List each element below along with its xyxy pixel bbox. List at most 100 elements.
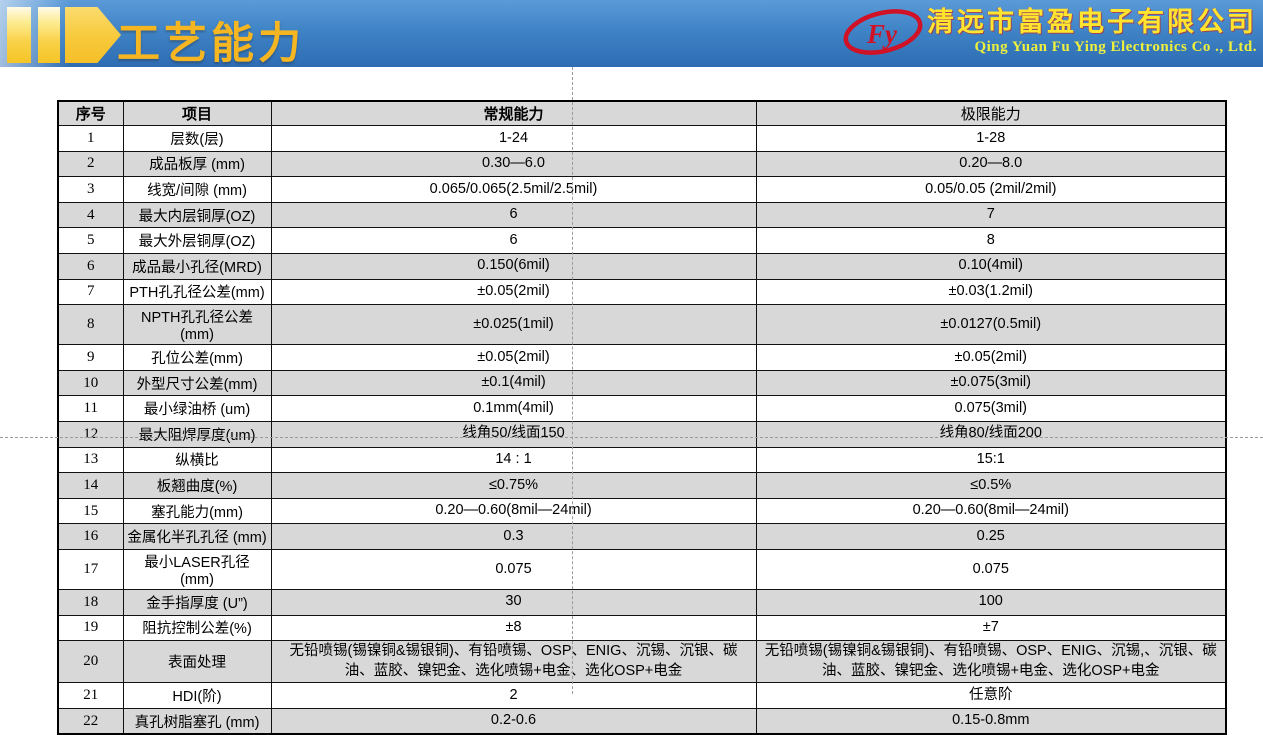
row-number-cell: 2 xyxy=(57,150,124,178)
row-number-cell: 7 xyxy=(57,278,124,306)
item-name-cell: 最小LASER孔径 (mm) xyxy=(122,548,272,590)
header-col-item: 项目 xyxy=(122,100,272,126)
limit-value-cell: 0.05/0.05 (2mil/2mil) xyxy=(755,176,1227,203)
standard-value-cell: 0.075 xyxy=(270,548,757,590)
standard-value-cell: 0.30—6.0 xyxy=(270,150,757,178)
item-name-cell: 线宽/间隙 (mm) xyxy=(122,176,272,203)
table-row: 15 塞孔能力(mm) 0.20—0.60(8mil—24mil) 0.20—0.60… xyxy=(57,497,1227,525)
limit-value-cell: ≤0.5% xyxy=(755,472,1227,499)
limit-value-cell: 无铅喷锡(锡镍铜&锡银铜)、有铅喷锡、OSP、ENIG、沉锡,、沉银、碳油、蓝胶… xyxy=(755,640,1227,684)
standard-value-cell: 0.065/0.065(2.5mil/2.5mil) xyxy=(270,176,757,203)
row-number-cell: 1 xyxy=(57,125,124,152)
item-name-cell: 塞孔能力(mm) xyxy=(122,497,272,525)
item-name-cell: 层数(层) xyxy=(122,125,272,152)
limit-value-cell: 7 xyxy=(755,201,1227,229)
table-row: 11 最小绿油桥 (um) 0.1mm(4mil) 0.075(3mil) xyxy=(57,395,1227,422)
table-row: 19 阻抗控制公差(%) ±8 ±7 xyxy=(57,614,1227,642)
item-name-cell: 阻抗控制公差(%) xyxy=(122,614,272,642)
standard-value-cell: ±0.025(1mil) xyxy=(270,304,757,346)
limit-value-cell: 0.075(3mil) xyxy=(755,395,1227,422)
standard-value-cell: ≤0.75% xyxy=(270,472,757,499)
header-col-limit: 极限能力 xyxy=(755,100,1227,126)
item-name-cell: 纵横比 xyxy=(122,446,272,474)
company-name-cn: 清远市富盈电子有限公司 xyxy=(927,7,1257,38)
vertical-guide-line xyxy=(572,67,573,694)
standard-value-cell: 0.1mm(4mil) xyxy=(270,395,757,422)
limit-value-cell: ±7 xyxy=(755,614,1227,642)
row-number-cell: 8 xyxy=(57,304,124,346)
limit-value-cell: 0.10(4mil) xyxy=(755,252,1227,280)
page-title: 工艺能力 xyxy=(117,20,305,68)
standard-value-cell: 无铅喷锡(锡镍铜&锡银铜)、有铅喷锡、OSP、ENIG、沉锡、沉银、碳油、蓝胶、… xyxy=(270,640,757,684)
standard-value-cell: ±0.05(2mil) xyxy=(270,278,757,306)
item-name-cell: 最大阻焊厚度(um) xyxy=(122,420,272,448)
limit-value-cell: 线角80/线面200 xyxy=(755,420,1227,448)
item-name-cell: 板翘曲度(%) xyxy=(122,472,272,499)
standard-value-cell: 1-24 xyxy=(270,125,757,152)
standard-value-cell: ±0.05(2mil) xyxy=(270,344,757,371)
table-row: 16 金属化半孔孔径 (mm) 0.3 0.25 xyxy=(57,523,1227,550)
row-number-cell: 5 xyxy=(57,227,124,254)
item-name-cell: 成品板厚 (mm) xyxy=(122,150,272,178)
limit-value-cell: ±0.03(1.2mil) xyxy=(755,278,1227,306)
limit-value-cell: 1-28 xyxy=(755,125,1227,152)
row-number-cell: 18 xyxy=(57,588,124,616)
row-number-cell: 19 xyxy=(57,614,124,642)
row-number-cell: 6 xyxy=(57,252,124,280)
row-number-cell: 16 xyxy=(57,523,124,550)
standard-value-cell: 6 xyxy=(270,227,757,254)
limit-value-cell: ±0.075(3mil) xyxy=(755,369,1227,397)
table-row: 6 成品最小孔径(MRD) 0.150(6mil) 0.10(4mil) xyxy=(57,252,1227,280)
item-name-cell: 成品最小孔径(MRD) xyxy=(122,252,272,280)
company-name-en: Qing Yuan Fu Ying Electronics Co ., Ltd. xyxy=(974,38,1257,55)
row-number-cell: 17 xyxy=(57,548,124,590)
limit-value-cell: 0.20—8.0 xyxy=(755,150,1227,178)
logo-bar-icon xyxy=(38,7,60,63)
table-row: 14 板翘曲度(%) ≤0.75% ≤0.5% xyxy=(57,472,1227,499)
row-number-cell: 15 xyxy=(57,497,124,525)
standard-value-cell: 14 : 1 xyxy=(270,446,757,474)
limit-value-cell: 0.075 xyxy=(755,548,1227,590)
logo-arrow-icon xyxy=(65,7,121,63)
standard-value-cell: 2 xyxy=(270,682,757,709)
table-row: 18 金手指厚度 (U”) 30 100 xyxy=(57,588,1227,616)
item-name-cell: NPTH孔孔径公差(mm) xyxy=(122,304,272,346)
item-name-cell: 金属化半孔孔径 (mm) xyxy=(122,523,272,550)
row-number-cell: 3 xyxy=(57,176,124,203)
row-number-cell: 11 xyxy=(57,395,124,422)
capability-table: 序号 项目 常规能力 极限能力 1 层数(层) 1-24 1-28 2 成品板厚 (mm)… xyxy=(57,100,1227,735)
table-row: 22 真孔树脂塞孔 (mm) 0.2-0.6 0.15-0.8mm xyxy=(57,707,1227,735)
standard-value-cell: 0.3 xyxy=(270,523,757,550)
standard-value-cell: ±8 xyxy=(270,614,757,642)
limit-value-cell: ±0.0127(0.5mil) xyxy=(755,304,1227,346)
capability-table-body: 1 层数(层) 1-24 1-28 2 成品板厚 (mm) 0.30—6.0 0.20—8.0… xyxy=(57,125,1227,735)
table-row: 7 PTH孔孔径公差(mm) ±0.05(2mil) ±0.03(1.2mil) xyxy=(57,278,1227,306)
table-row: 10 外型尺寸公差(mm) ±0.1(4mil) ±0.075(3mil) xyxy=(57,369,1227,397)
table-row: 1 层数(层) 1-24 1-28 xyxy=(57,125,1227,152)
item-name-cell: 最小绿油桥 (um) xyxy=(122,395,272,422)
row-number-cell: 22 xyxy=(57,707,124,735)
row-number-cell: 12 xyxy=(57,420,124,448)
item-name-cell: 最大内层铜厚(OZ) xyxy=(122,201,272,229)
table-row: 9 孔位公差(mm) ±0.05(2mil) ±0.05(2mil) xyxy=(57,344,1227,371)
table-header-row: 序号 项目 常规能力 极限能力 xyxy=(57,100,1227,126)
limit-value-cell: 100 xyxy=(755,588,1227,616)
standard-value-cell: 30 xyxy=(270,588,757,616)
company-branding: Fy 清远市富盈电子有限公司 Qing Yuan Fu Ying Electro… xyxy=(841,6,1257,58)
row-number-cell: 9 xyxy=(57,344,124,371)
standard-value-cell: 6 xyxy=(270,201,757,229)
item-name-cell: 真孔树脂塞孔 (mm) xyxy=(122,707,272,735)
standard-value-cell: 0.2-0.6 xyxy=(270,707,757,735)
limit-value-cell: 0.25 xyxy=(755,523,1227,550)
logo-bar-icon xyxy=(7,7,31,63)
item-name-cell: 金手指厚度 (U”) xyxy=(122,588,272,616)
item-name-cell: HDI(阶) xyxy=(122,682,272,709)
header-col-number: 序号 xyxy=(57,100,124,126)
table-row: 5 最大外层铜厚(OZ) 6 8 xyxy=(57,227,1227,254)
table-row: 17 最小LASER孔径 (mm) 0.075 0.075 xyxy=(57,548,1227,590)
item-name-cell: 孔位公差(mm) xyxy=(122,344,272,371)
item-name-cell: PTH孔孔径公差(mm) xyxy=(122,278,272,306)
row-number-cell: 10 xyxy=(57,369,124,397)
row-number-cell: 4 xyxy=(57,201,124,229)
limit-value-cell: ±0.05(2mil) xyxy=(755,344,1227,371)
